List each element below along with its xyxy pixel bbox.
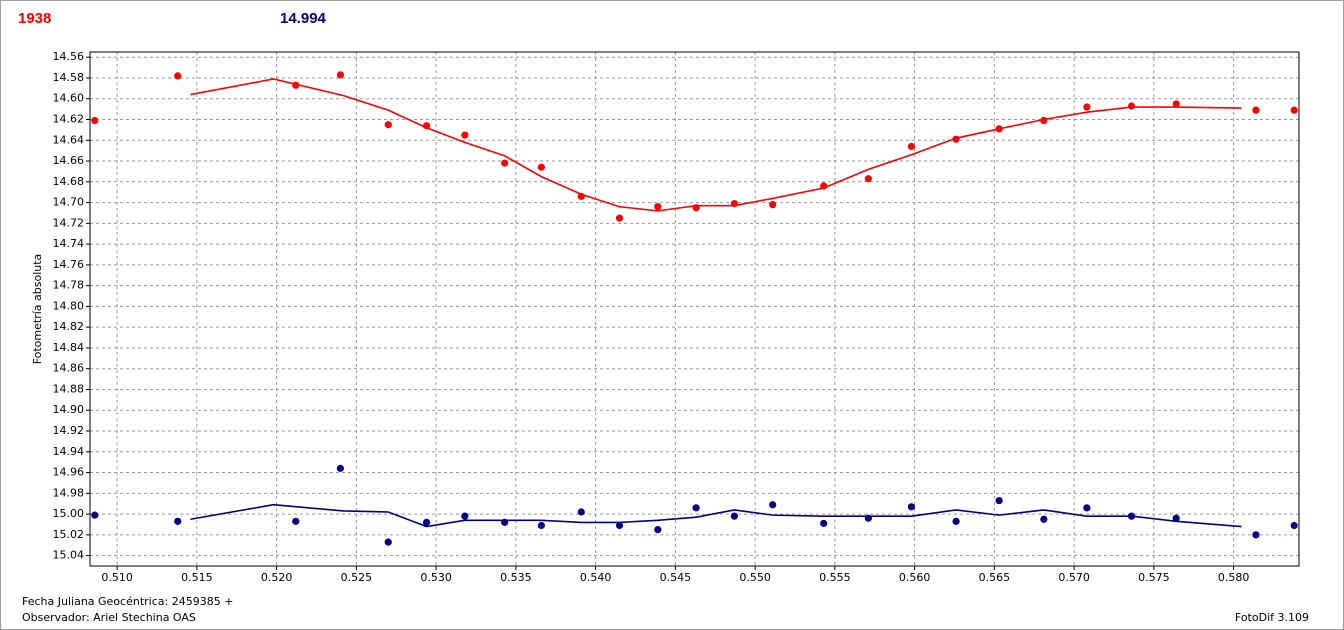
y-tick-label: 14.68 xyxy=(53,175,85,188)
data-point xyxy=(384,121,392,129)
footer-text: FotoDif 3.109 xyxy=(1235,611,1309,624)
y-tick-label: 14.64 xyxy=(53,133,85,146)
data-point xyxy=(292,517,300,525)
x-tick-label: 0.545 xyxy=(660,571,692,584)
data-point xyxy=(1172,100,1180,108)
y-tick-label: 14.76 xyxy=(53,258,85,271)
y-tick-label: 14.60 xyxy=(53,92,85,105)
data-point xyxy=(692,504,700,512)
x-tick-label: 0.535 xyxy=(500,571,532,584)
data-point xyxy=(1083,504,1091,512)
data-point xyxy=(174,72,182,80)
y-tick-label: 14.78 xyxy=(53,279,85,292)
y-tick-label: 14.56 xyxy=(53,50,85,63)
y-tick-label: 14.70 xyxy=(53,196,85,209)
x-tick-label: 0.510 xyxy=(101,571,133,584)
data-point xyxy=(537,163,545,171)
y-tick-label: 14.88 xyxy=(53,382,85,395)
x-tick-label: 0.525 xyxy=(341,571,373,584)
y-tick-label: 14.62 xyxy=(53,112,85,125)
y-tick-label: 14.86 xyxy=(53,362,85,375)
x-tick-label: 0.565 xyxy=(979,571,1011,584)
data-point xyxy=(174,517,182,525)
y-tick-label: 14.72 xyxy=(53,216,85,229)
data-point xyxy=(654,203,662,211)
data-point xyxy=(654,526,662,534)
x-tick-label: 0.555 xyxy=(819,571,851,584)
y-tick-label: 14.80 xyxy=(53,299,85,312)
data-point xyxy=(1127,102,1136,110)
data-point xyxy=(91,511,99,519)
data-point xyxy=(952,517,960,525)
footer-text: Fecha Juliana Geocéntrica: 2459385 + xyxy=(22,595,233,608)
series-line xyxy=(190,78,1242,212)
footer-text: Observador: Ariel Stechina OAS xyxy=(22,611,196,624)
y-tick-label: 14.58 xyxy=(53,71,85,84)
y-tick-label: 14.90 xyxy=(53,403,85,416)
x-tick-label: 0.550 xyxy=(739,571,771,584)
data-point xyxy=(537,521,545,530)
data-point xyxy=(615,521,624,530)
y-tick-label: 14.82 xyxy=(53,320,85,333)
data-point xyxy=(1290,521,1298,530)
data-point xyxy=(995,496,1003,505)
x-tick-label: 0.570 xyxy=(1058,571,1090,584)
data-point xyxy=(1172,514,1180,522)
y-tick-label: 15.04 xyxy=(53,549,85,562)
data-point xyxy=(1040,515,1048,523)
data-point xyxy=(730,512,738,520)
plot-frame xyxy=(89,51,1300,567)
y-tick-label: 15.02 xyxy=(53,528,85,541)
data-point xyxy=(907,142,916,151)
data-point xyxy=(501,159,509,167)
data-point xyxy=(422,518,431,526)
x-tick-label: 0.530 xyxy=(420,571,452,584)
y-tick-label: 14.92 xyxy=(53,424,85,437)
data-point xyxy=(1252,531,1260,539)
data-point xyxy=(91,116,99,125)
series-line xyxy=(190,503,1242,528)
data-point xyxy=(1290,106,1298,114)
data-point xyxy=(769,201,777,209)
y-tick-label: 15.00 xyxy=(53,507,85,520)
x-tick-label: 0.520 xyxy=(261,571,293,584)
y-tick-label: 14.98 xyxy=(53,486,85,499)
readout: 1938 xyxy=(18,10,51,27)
y-axis-label: Fotometría absoluta xyxy=(31,254,44,365)
y-tick-label: 14.74 xyxy=(53,237,85,250)
data-point xyxy=(769,501,777,509)
y-tick-label: 14.94 xyxy=(53,445,85,458)
data-point xyxy=(384,538,392,546)
data-point xyxy=(907,503,916,511)
data-point xyxy=(336,464,345,472)
plot-area xyxy=(90,52,1299,566)
x-tick-label: 0.540 xyxy=(580,571,612,584)
x-tick-label: 0.515 xyxy=(181,571,213,584)
x-tick-label: 0.575 xyxy=(1138,571,1170,584)
data-point xyxy=(461,512,469,520)
data-point xyxy=(1083,103,1091,111)
readout: 14.994 xyxy=(280,10,327,27)
data-point xyxy=(820,519,828,528)
data-point xyxy=(461,131,469,139)
data-point xyxy=(577,508,585,516)
data-point xyxy=(1252,106,1260,114)
y-tick-label: 14.66 xyxy=(53,154,85,167)
data-point xyxy=(615,214,624,222)
data-point xyxy=(864,175,872,183)
x-tick-label: 0.560 xyxy=(899,571,931,584)
x-tick-label: 0.580 xyxy=(1218,571,1250,584)
data-point xyxy=(336,71,345,79)
y-tick-label: 14.96 xyxy=(53,466,85,479)
y-tick-label: 14.84 xyxy=(53,341,85,354)
